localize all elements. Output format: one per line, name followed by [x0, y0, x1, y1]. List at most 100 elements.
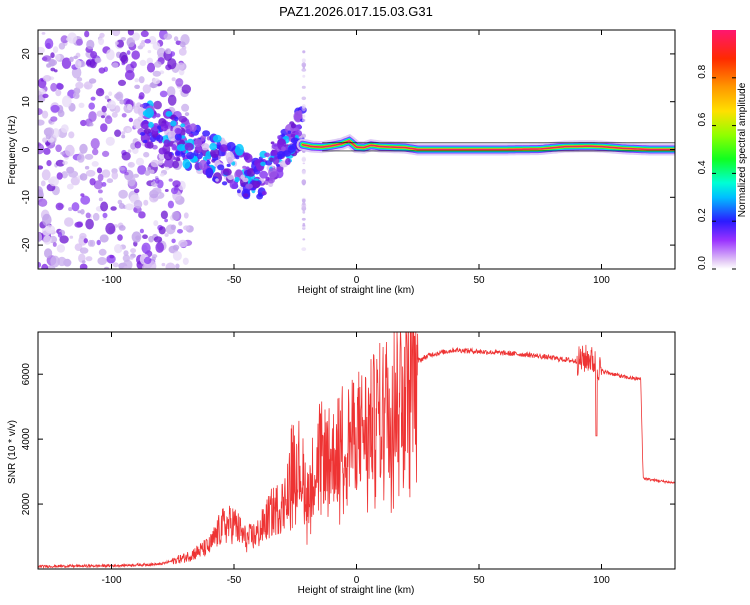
snr-x-tick-label: -100 [101, 575, 121, 586]
spectrogram-speckle [90, 178, 96, 185]
spectrogram-speckle [105, 223, 115, 235]
spectrogram-speckle [302, 86, 306, 89]
spectrogram-speckle [190, 123, 197, 132]
spectrogram-ridge [303, 141, 675, 151]
spectrogram-speckle [99, 198, 103, 202]
spectrogram-speckle [42, 94, 48, 98]
spectrogram-speckle [153, 220, 158, 226]
spectrogram-speckle [121, 55, 129, 64]
spectrogram-speckle [226, 152, 235, 163]
spectrogram-speckle [45, 38, 54, 49]
spectrogram-speckle [119, 203, 125, 209]
spectrogram-speckle [291, 123, 296, 128]
spectrogram-speckle [262, 191, 267, 195]
spectrogram-speckle [153, 101, 162, 110]
spectrogram-speckle [169, 179, 173, 182]
spectrogram-speckle [113, 262, 119, 267]
spectrogram-speckle [108, 91, 112, 96]
spectrogram-speckle [164, 219, 168, 222]
spectrogram-cloud [34, 28, 307, 273]
spectrogram-speckle [69, 57, 74, 62]
colorbar-tick-label: 0.2 [697, 208, 708, 222]
spectrogram-speckle [119, 225, 126, 231]
spectrogram-speckle [64, 217, 74, 226]
spectrogram-speckle [271, 150, 279, 156]
spectrogram-speckle [152, 188, 162, 195]
spectrogram-speckle [155, 178, 160, 184]
spectrogram-speckle [50, 52, 54, 58]
spectrogram-speckle [56, 203, 64, 211]
colorbar-tick-label: 0.8 [697, 64, 708, 78]
snr-x-tick-label: -50 [227, 575, 242, 586]
spectrogram-speckle [174, 36, 178, 41]
spectrogram-speckle [100, 234, 109, 242]
spectrogram-speckle [134, 78, 139, 82]
spectrogram-speckle [43, 148, 50, 155]
spectrogram-speckle [148, 236, 154, 243]
spectrogram-speckle [88, 103, 95, 110]
spectrogram-speckle [175, 78, 183, 87]
spectrogram-speckle [301, 68, 306, 72]
spectrogram-speckle [89, 78, 96, 83]
spectrogram-speckle [165, 167, 170, 171]
spectrogram-x-tick-label: 50 [473, 275, 485, 286]
spectrogram-speckle [172, 144, 177, 151]
spectrogram-speckle [74, 222, 82, 228]
spectrogram-speckle [281, 133, 285, 136]
spectrogram-speckle [100, 123, 107, 132]
spectrogram-speckle [185, 143, 194, 151]
spectrogram-speckle [201, 137, 205, 141]
spectrogram-speckle [302, 75, 305, 78]
snr-panel: -100 -50 0 50 100 2000 4000 6000 Height of str… [7, 332, 675, 596]
spectrogram-speckle [183, 258, 189, 265]
spectrogram-speckle [93, 213, 100, 221]
spectrogram-speckle [180, 41, 186, 47]
spectrogram-speckle [180, 123, 185, 127]
spectrogram-speckle [217, 164, 224, 170]
spectrogram-speckle [86, 170, 96, 177]
spectrogram-y-tick-label: 0 [21, 146, 32, 152]
spectrogram-speckle [302, 97, 307, 101]
spectrogram-speckle [122, 152, 131, 161]
figure-svg: PAZ1.2026.017.15.03.G31 -100 -50 0 50 100 -2… [0, 0, 750, 600]
spectrogram-y-tick-label: 10 [21, 96, 32, 108]
snr-y-tick-label: 6000 [21, 363, 32, 386]
spectrogram-speckle [115, 41, 119, 45]
spectrogram-speckle [288, 146, 296, 153]
spectrogram-speckle [86, 40, 94, 50]
spectrogram-speckle [175, 128, 182, 134]
spectrogram-speckle [215, 178, 219, 182]
spectrogram-speckle [151, 257, 156, 262]
spectrogram-speckle [160, 173, 165, 177]
spectrogram-speckle [268, 168, 277, 179]
spectrogram-speckle [175, 264, 179, 269]
spectrogram-speckle [48, 59, 57, 66]
spectrogram-speckle [91, 138, 100, 149]
snr-frame [38, 332, 675, 569]
spectrogram-speckle [125, 70, 135, 80]
spectrogram-speckle [173, 245, 180, 251]
spectrogram-speckle [145, 39, 151, 44]
spectrogram-speckle [288, 131, 292, 134]
spectrogram-speckle [80, 173, 88, 181]
spectrogram-speckle [68, 171, 78, 178]
spectrogram-speckle [90, 51, 97, 58]
spectrogram-speckle [79, 103, 85, 108]
spectrogram-speckle [105, 116, 113, 124]
spectrogram-speckle [264, 153, 270, 158]
spectrogram-speckle [256, 194, 263, 200]
spectrogram-speckle [142, 243, 151, 254]
spectrogram-speckle [79, 144, 87, 154]
colorbar-tick-label: 0.4 [697, 160, 708, 174]
spectrogram-speckle [240, 175, 245, 180]
colorbar-gradient [712, 30, 736, 269]
spectrogram-speckle [183, 225, 190, 230]
spectrogram-speckle [99, 33, 104, 38]
spectrogram-speckle [41, 264, 48, 273]
spectrogram-speckle [38, 199, 47, 207]
colorbar-tick-label: 0.0 [697, 256, 708, 270]
colorbar: 0.00.20.40.60.8 Normalized spectral ampl… [697, 30, 748, 270]
spectrogram-speckle [97, 240, 101, 245]
spectrogram-speckle [86, 213, 91, 219]
spectrogram-speckle [184, 212, 189, 218]
